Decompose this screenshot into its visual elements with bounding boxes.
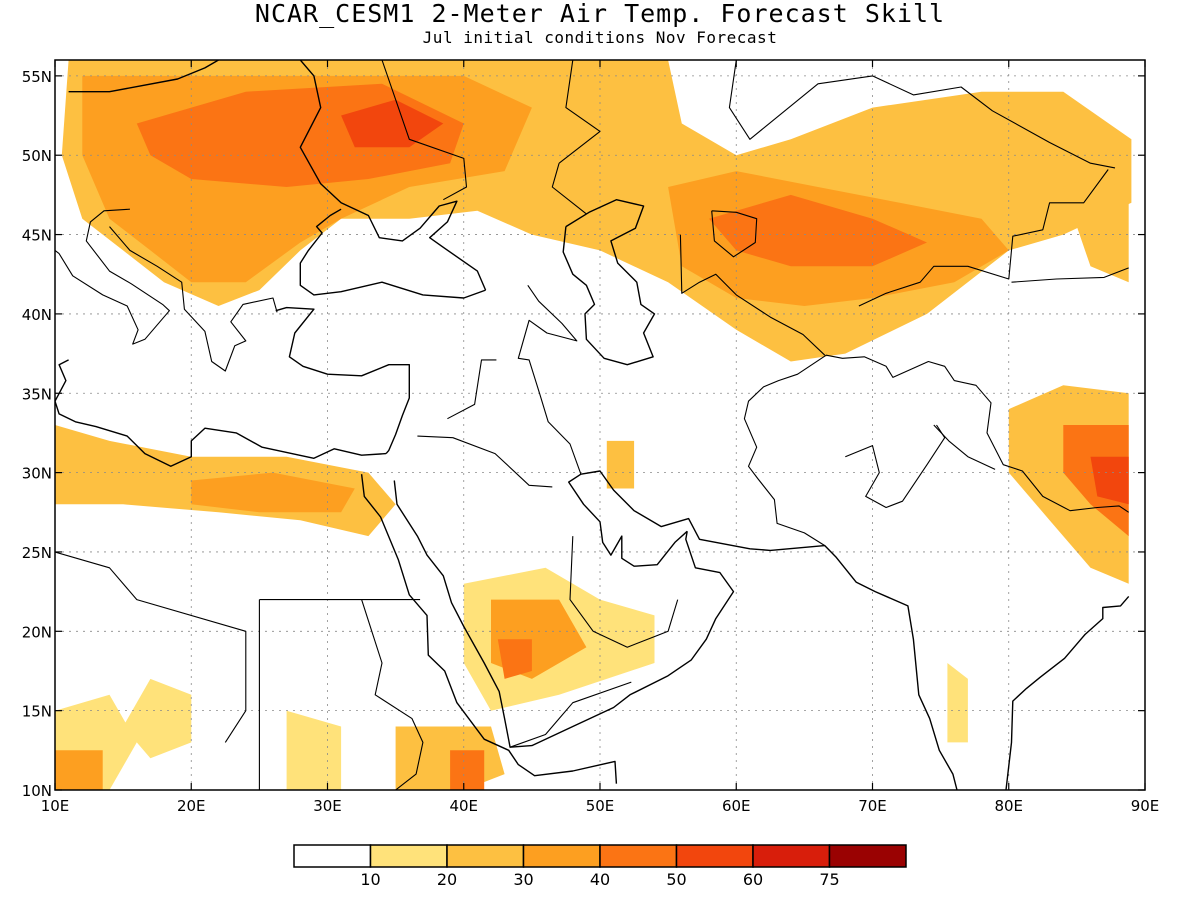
land-outline <box>55 208 170 345</box>
land-outline <box>568 470 958 790</box>
land-outline <box>361 599 424 790</box>
land-outline <box>517 284 582 475</box>
x-tick-label: 60E <box>722 797 751 815</box>
colorbar-label: 40 <box>590 870 610 889</box>
y-tick-label: 10N <box>22 782 52 800</box>
land-outline <box>509 681 632 748</box>
y-tick-label: 25N <box>22 544 52 562</box>
skill-region-level-2 <box>606 440 635 489</box>
y-tick-label: 30N <box>22 465 52 483</box>
skill-region-level-5 <box>341 99 444 148</box>
chart-title: NCAR_CESM1 2-Meter Air Temp. Forecast Sk… <box>254 0 946 28</box>
land-outline <box>55 551 247 743</box>
chart-subtitle: Jul initial conditions Nov Forecast <box>422 28 778 47</box>
skill-region-level-2 <box>1063 171 1129 283</box>
skill-region-level-1 <box>123 678 192 759</box>
colorbar-swatch <box>369 844 448 868</box>
land-outline <box>393 480 735 748</box>
land-outline <box>743 354 1130 547</box>
colorbar: 10 20 30 40 50 60 75 <box>293 844 907 889</box>
land-outline <box>299 208 486 299</box>
land-outline <box>360 474 618 784</box>
land-outline <box>55 359 387 467</box>
coastlines-and-borders <box>55 60 1130 790</box>
land-outline <box>109 226 278 372</box>
land-outline <box>447 359 497 420</box>
x-tick-label: 90E <box>1131 797 1160 815</box>
land-outline <box>558 60 601 164</box>
land-outline <box>562 198 656 366</box>
colorbar-label: 75 <box>819 870 839 889</box>
land-outline <box>275 306 410 455</box>
land-outline <box>1011 267 1129 283</box>
skill-region-level-1 <box>286 710 342 790</box>
y-tick-label: 20N <box>22 623 52 641</box>
land-outline <box>1005 595 1130 790</box>
land-outline <box>68 60 219 93</box>
colorbar-swatch <box>752 844 831 868</box>
land-outline <box>381 60 468 201</box>
y-tick-label: 50N <box>22 147 52 165</box>
land-outline <box>551 163 587 215</box>
y-tick-label: 40N <box>22 306 52 324</box>
land-outline <box>679 234 826 356</box>
colorbar-swatch <box>599 844 678 868</box>
x-tick-label: 10E <box>41 797 70 815</box>
land-outline <box>711 210 758 258</box>
colorbar-swatch <box>293 844 372 868</box>
land-outline <box>569 536 679 648</box>
land-outline <box>728 60 1116 169</box>
skill-shading-layer <box>55 60 1132 790</box>
colorbar-label: 20 <box>437 870 457 889</box>
x-tick-label: 50E <box>586 797 615 815</box>
skill-region-level-3 <box>191 472 355 513</box>
colorbar-label: 60 <box>743 870 763 889</box>
land-outline <box>299 60 487 291</box>
skill-region-level-4 <box>450 750 485 790</box>
colorbar-swatch <box>828 844 907 868</box>
land-outline <box>845 424 946 509</box>
x-tick-label: 20E <box>177 797 206 815</box>
y-tick-label: 15N <box>22 703 52 721</box>
land-outline <box>858 169 1109 307</box>
colorbar-swatch <box>675 844 754 868</box>
x-tick-label: 40E <box>449 797 478 815</box>
skill-region-level-3 <box>55 750 103 790</box>
colorbar-label: 30 <box>513 870 533 889</box>
y-tick-label: 35N <box>22 385 52 403</box>
colorbar-swatch <box>446 844 525 868</box>
x-tick-label: 80E <box>994 797 1023 815</box>
skill-region-level-4 <box>497 639 532 679</box>
skill-region-level-5 <box>1090 456 1129 505</box>
colorbar-swatch <box>522 844 601 868</box>
y-tick-label: 55N <box>22 68 52 86</box>
x-tick-label: 30E <box>313 797 342 815</box>
x-tick-label: 70E <box>858 797 887 815</box>
land-outline <box>417 435 553 488</box>
colorbar-label: 10 <box>360 870 380 889</box>
y-tick-label: 45N <box>22 227 52 245</box>
colorbar-label: 50 <box>666 870 686 889</box>
skill-region-level-1 <box>947 663 968 743</box>
axis-ticks: 10E 20E 30E 40E 50E 60E 70E 80E 90E 10N 15N 20N 25N 3… <box>22 60 1160 815</box>
skill-region-level-4 <box>709 194 927 267</box>
gridlines <box>55 60 1145 790</box>
